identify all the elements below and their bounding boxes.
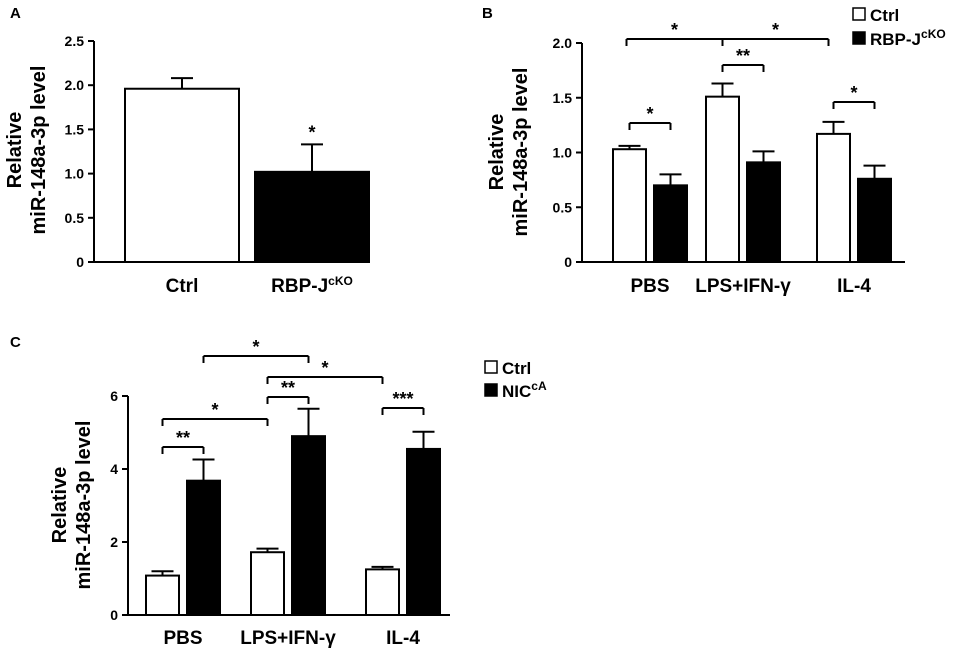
panel-c-bracket-cross-label: * bbox=[321, 358, 328, 378]
panel-a-x-tick-label-sup: cKO bbox=[328, 274, 353, 288]
panel-c-y-axis-title-line2: miR-148a-3p level bbox=[73, 421, 95, 590]
panel-a-x-tick-label: RBP-JcKO bbox=[271, 274, 353, 297]
panel-b-bar bbox=[746, 161, 781, 263]
panel-c-bar bbox=[291, 435, 326, 616]
panel-a-x-tick-label: Ctrl bbox=[166, 276, 199, 297]
panel-b-bracket-within-label: * bbox=[646, 104, 653, 124]
panel-b-legend-label-base: RBP-J bbox=[870, 30, 921, 49]
panel-b-y-tick-label: 0 bbox=[564, 254, 572, 270]
panel-c-legend-label-sup: cA bbox=[531, 379, 547, 393]
panel-c-bracket-cross-label: * bbox=[211, 400, 218, 420]
panel-c-bar bbox=[365, 568, 400, 616]
panel-a-bar bbox=[254, 170, 370, 263]
panel-c-bar bbox=[250, 551, 285, 616]
panel-c-bracket-within-label: *** bbox=[392, 389, 413, 409]
panel-c-x-tick-label: IL-4 bbox=[386, 628, 420, 649]
panel-a-significance-label: * bbox=[308, 122, 315, 142]
panel-b-legend-label: Ctrl bbox=[870, 6, 899, 25]
panel-b-x-tick-label: IL-4 bbox=[837, 276, 871, 297]
panel-c: C 0 2 4 6 Relative miR-148a-3p level PBS LPS+IFN… bbox=[10, 334, 547, 649]
panel-b-bracket-cross-label: * bbox=[772, 20, 779, 40]
panel-b-bracket-within-label: ** bbox=[736, 46, 750, 66]
panel-c-x-tick-label: PBS bbox=[163, 628, 202, 649]
panel-c-legend-swatch bbox=[484, 383, 498, 397]
panel-a-y-axis-title-line2: miR-148a-3p level bbox=[28, 66, 50, 235]
panel-b-legend-swatch bbox=[852, 31, 866, 45]
panel-a-y-tick-label: 1.5 bbox=[65, 121, 85, 137]
panel-a-letter: A bbox=[10, 5, 21, 22]
panel-b-y-tick-label: 2.0 bbox=[553, 35, 573, 51]
panel-c-bar bbox=[145, 574, 180, 617]
panel-c-legend-label: Ctrl bbox=[502, 359, 531, 378]
panel-c-legend-label-base: NIC bbox=[502, 382, 531, 401]
panel-c-y-tick-label: 6 bbox=[110, 388, 118, 404]
panel-a-y-tick-label: 0 bbox=[76, 254, 84, 270]
panel-b-y-axis-title-line1: Relative bbox=[486, 114, 508, 191]
panel-a: A 0 0.5 1.0 1.5 2.0 2.5 Relative miR-148a-3p lev… bbox=[4, 5, 370, 297]
panel-b-y-tick-label: 1.0 bbox=[553, 145, 573, 161]
panel-a-x-tick-label-base: RBP-J bbox=[271, 276, 328, 297]
panel-b-bar bbox=[705, 95, 740, 263]
panel-c-y-tick-label: 2 bbox=[110, 534, 118, 550]
panel-a-y-tick-label: 0.5 bbox=[65, 210, 85, 226]
panel-c-x-tick-label: LPS+IFN-γ bbox=[240, 628, 336, 649]
panel-c-bar bbox=[406, 447, 441, 616]
panel-b-legend-label-base: Ctrl bbox=[870, 6, 899, 25]
panel-b-y-tick-label: 0.5 bbox=[553, 199, 573, 215]
panel-b-x-tick-label: PBS bbox=[630, 276, 669, 297]
panel-b-bar bbox=[816, 132, 851, 263]
panel-c-bar bbox=[186, 479, 221, 616]
panel-b-legend-swatch bbox=[852, 7, 866, 21]
panel-c-letter: C bbox=[10, 334, 21, 351]
panel-c-legend-label-base: Ctrl bbox=[502, 359, 531, 378]
panel-a-x-tick-label-base: Ctrl bbox=[166, 276, 199, 297]
panel-a-y-tick-label: 2.0 bbox=[65, 77, 85, 93]
panel-b-letter: B bbox=[482, 5, 493, 22]
panel-b-y-axis-title-line2: miR-148a-3p level bbox=[510, 68, 532, 237]
panel-c-y-tick-label: 0 bbox=[110, 607, 118, 623]
panel-a-y-tick-label: 2.5 bbox=[65, 33, 85, 49]
panel-b-legend-label: RBP-JcKO bbox=[870, 27, 946, 49]
panel-b-bar bbox=[612, 148, 647, 263]
panel-b: B 0 0.5 1.0 1.5 2.0 Relative miR-148a-3p level P… bbox=[482, 5, 946, 297]
panel-a-bar bbox=[124, 87, 240, 264]
panel-b-legend-label-sup: cKO bbox=[921, 27, 946, 41]
panel-c-legend-label: NICcA bbox=[502, 379, 547, 401]
panel-c-bracket-within-label: ** bbox=[176, 428, 190, 448]
panel-c-y-tick-label: 4 bbox=[110, 461, 118, 477]
panel-c-bracket-within-label: ** bbox=[281, 378, 295, 398]
panel-b-bracket-within-label: * bbox=[850, 83, 857, 103]
panel-c-y-axis-title-line1: Relative bbox=[49, 467, 71, 544]
panel-a-y-axis-title-line1: Relative bbox=[4, 112, 26, 189]
panel-a-y-tick-label: 1.0 bbox=[65, 166, 85, 182]
panel-b-x-tick-label: LPS+IFN-γ bbox=[695, 276, 791, 297]
panel-b-bar bbox=[653, 184, 688, 264]
panel-c-legend-swatch bbox=[484, 360, 498, 374]
panel-c-bracket-cross-label: * bbox=[252, 337, 259, 357]
panel-b-y-tick-label: 1.5 bbox=[553, 90, 573, 106]
panel-b-bar bbox=[857, 177, 892, 263]
panel-b-bracket-cross-label: * bbox=[671, 20, 678, 40]
